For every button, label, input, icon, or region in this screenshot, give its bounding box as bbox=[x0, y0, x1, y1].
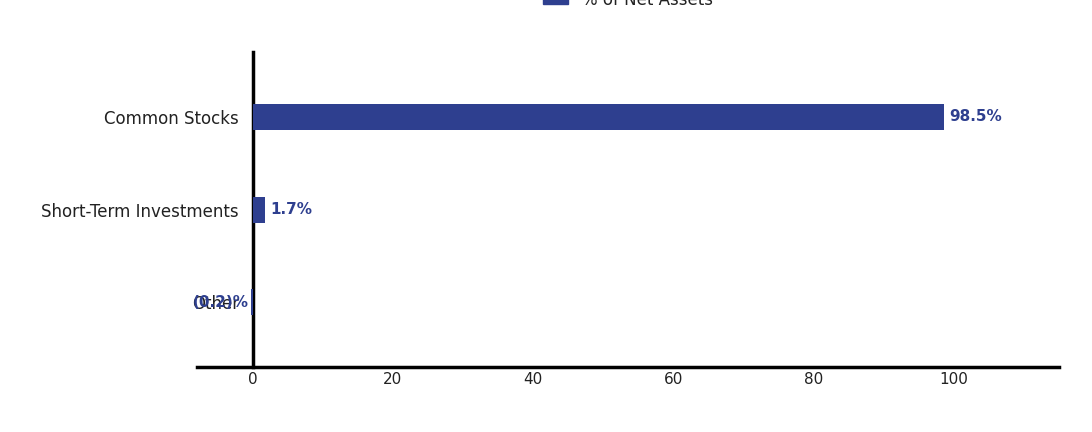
Text: 1.7%: 1.7% bbox=[270, 202, 312, 217]
Bar bbox=[252, 197, 264, 222]
Text: 98.5%: 98.5% bbox=[949, 109, 1001, 124]
Legend: % of Net Assets: % of Net Assets bbox=[543, 0, 713, 9]
Bar bbox=[252, 104, 943, 130]
Bar bbox=[251, 289, 252, 315]
Text: (0.2)%: (0.2)% bbox=[193, 295, 249, 310]
